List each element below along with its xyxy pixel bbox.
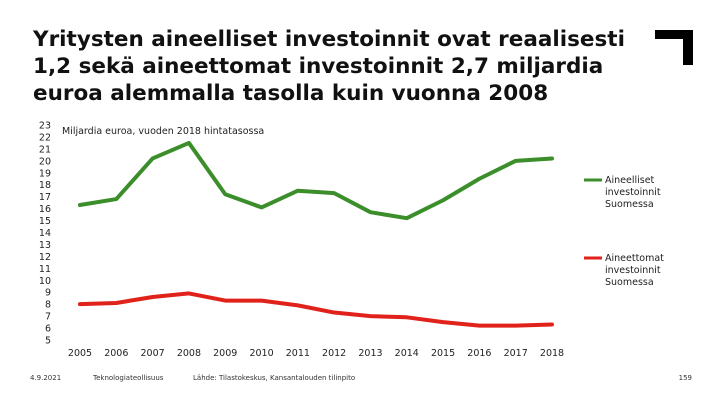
- y-tick-label: 14: [39, 228, 51, 239]
- y-tick-label: 10: [39, 276, 51, 287]
- x-tick-label: 2005: [68, 348, 92, 359]
- x-tick-label: 2014: [395, 348, 419, 359]
- x-tick-label: 2017: [504, 348, 528, 359]
- x-tick-label: 2010: [249, 348, 273, 359]
- y-tick-label: 5: [45, 336, 51, 347]
- x-tick-label: 2018: [540, 348, 564, 359]
- y-tick-label: 23: [39, 121, 51, 132]
- y-tick-label: 15: [39, 216, 51, 227]
- y-tick-label: 22: [39, 132, 51, 143]
- x-tick-label: 2016: [467, 348, 491, 359]
- legend-label: Suomessa: [605, 277, 654, 288]
- y-tick-label: 7: [45, 312, 51, 323]
- legend-label: Aineettomat: [605, 253, 664, 264]
- y-tick-label: 19: [39, 168, 51, 179]
- y-tick-label: 13: [39, 240, 51, 251]
- x-tick-label: 2008: [177, 348, 201, 359]
- y-tick-label: 9: [45, 288, 51, 299]
- series-line-2: [78, 291, 554, 328]
- series-line-1: [78, 140, 554, 221]
- y-tick-label: 17: [39, 192, 51, 203]
- legend-label: investoinnit: [605, 265, 661, 276]
- footer-date: 4.9.2021: [30, 374, 62, 382]
- slide-title: Yritysten aineelliset investoinnit ovat …: [33, 27, 625, 106]
- y-tick-label: 11: [39, 264, 51, 275]
- y-tick-label: 12: [39, 252, 51, 263]
- y-tick-label: 6: [45, 324, 51, 335]
- y-tick-label: 16: [39, 204, 51, 215]
- y-tick-label: 20: [39, 156, 51, 167]
- legend-label: Aineelliset: [605, 175, 655, 186]
- footer-organization: Teknologiateollisuus: [93, 374, 164, 382]
- x-tick-label: 2007: [141, 348, 165, 359]
- y-tick-label: 21: [39, 144, 51, 155]
- footer-page-number: 159: [678, 374, 692, 382]
- y-tick-label: 18: [39, 180, 51, 191]
- x-tick-label: 2006: [104, 348, 128, 359]
- x-tick-label: 2013: [358, 348, 382, 359]
- x-tick-label: 2011: [286, 348, 310, 359]
- x-tick-label: 2009: [213, 348, 237, 359]
- y-tick-label: 8: [45, 300, 51, 311]
- legend-label: Suomessa: [605, 199, 654, 210]
- brand-logo-icon: [655, 30, 693, 65]
- x-tick-label: 2015: [431, 348, 455, 359]
- chart-title: Miljardia euroa, vuoden 2018 hintatasoss…: [62, 126, 264, 137]
- footer-source: Lähde: Tilastokeskus, Kansantalouden til…: [193, 374, 356, 382]
- x-tick-label: 2012: [322, 348, 346, 359]
- legend-label: investoinnit: [605, 187, 661, 198]
